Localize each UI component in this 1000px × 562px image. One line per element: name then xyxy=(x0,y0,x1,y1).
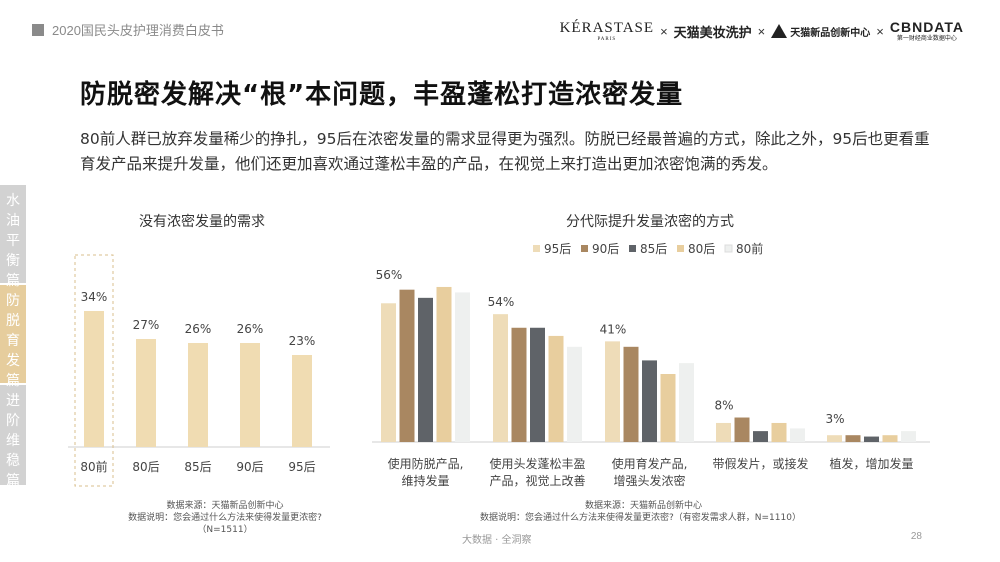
chart1-bar xyxy=(292,355,312,447)
chart2-source: 数据来源：天猫新品创新中心 xyxy=(585,501,703,511)
chart2-category-label: 使用防脱产品, xyxy=(388,456,464,471)
sidebar-item-advanced-care[interactable]: 进 阶 维 稳 篇 xyxy=(0,385,26,489)
chart1-notes: 数据来源：天猫新品创新中心 数据说明：您会通过什么方法来使得发量更浓密? （N=… xyxy=(120,500,330,536)
page-heading: 防脱密发解决“根”本问题，丰盈蓬松打造浓密发量 xyxy=(80,80,684,110)
chart1-value-label: 26% xyxy=(185,322,212,336)
chart2-group-label: 41% xyxy=(600,322,627,336)
chart2-category-label: 植发，增加发量 xyxy=(829,456,913,471)
chart1-bar xyxy=(188,343,208,447)
tmall-innovation-logo: 天猫新品创新中心 xyxy=(771,24,870,39)
chart1-bar xyxy=(240,343,260,447)
report-title: 2020国民头皮护理消费白皮书 xyxy=(52,23,224,38)
chart2-category-label: 增强头发浓密 xyxy=(613,473,685,488)
chart2-note: 数据说明：您会通过什么方法来使得发量更浓密?（有密发需求人群，N=1110） xyxy=(480,513,801,523)
chart1-category-label: 80前 xyxy=(80,459,107,474)
chart2-bar xyxy=(548,335,564,442)
chart2-notes: 数据来源：天猫新品创新中心 数据说明：您会通过什么方法来使得发量更浓密?（有密发… xyxy=(480,500,840,524)
chart2-bar xyxy=(381,303,396,442)
sidebar-item-oil-balance[interactable]: 水 油 平 衡 篇 xyxy=(0,185,26,289)
chart1-note: 数据说明：您会通过什么方法来使得发量更浓密? xyxy=(128,513,322,523)
chart2-legend-swatch xyxy=(724,244,733,253)
chart1-category-label: 85后 xyxy=(184,460,211,474)
chart2-bar xyxy=(716,422,731,442)
chart2-group-label: 3% xyxy=(825,412,844,426)
chart2-legend-label: 90后 xyxy=(592,242,619,256)
logo-separator: × xyxy=(660,23,668,39)
chart2-category-label: 维持发量 xyxy=(401,473,449,488)
report-header: 2020国民头皮护理消费白皮书 xyxy=(32,20,224,39)
partner-logos: KÉRASTASE PARIS × 天猫美妆洗护 × 天猫新品创新中心 × CB… xyxy=(560,20,964,42)
chart2-category-label: 带假发片，或接发 xyxy=(712,456,808,471)
chart2-bar xyxy=(771,422,787,442)
chart2-bar xyxy=(660,374,676,442)
chart2-bar xyxy=(623,346,639,442)
chart2-bar xyxy=(845,435,861,442)
logo-separator: × xyxy=(757,23,766,39)
chart2-legend-label: 80后 xyxy=(688,242,715,256)
chart1-sample: （N=1511） xyxy=(197,525,253,535)
chart2-bar xyxy=(493,314,508,442)
chart2-bar xyxy=(605,341,620,442)
chart2-group-label: 54% xyxy=(488,295,515,309)
chart1-value-label: 26% xyxy=(237,322,264,336)
chart2-legend-swatch xyxy=(629,245,636,252)
chart1-bar xyxy=(136,339,156,447)
header-square-icon xyxy=(32,23,44,36)
chart2-legend-label: 80前 xyxy=(736,241,763,256)
triangle-icon xyxy=(771,24,788,38)
chart2-bar xyxy=(511,327,527,442)
chart2-bar xyxy=(790,428,805,442)
chart2-bar xyxy=(567,346,582,442)
chart2-legend-label: 95后 xyxy=(544,242,571,256)
chart2-category-label: 使用头发蓬松丰盈 xyxy=(489,456,585,471)
chart2-bar xyxy=(882,435,898,442)
page-description: 80前人群已放弃发量稀少的挣扎，95后在浓密发量的需求显得更为强烈。防脱已经最普… xyxy=(80,130,930,173)
chart1-source: 数据来源：天猫新品创新中心 xyxy=(166,501,284,511)
chart1-highlight-box xyxy=(74,254,114,487)
tmall-beauty-logo: 天猫美妆洗护 xyxy=(673,24,752,40)
chart1-category-label: 90后 xyxy=(236,460,263,474)
chart2-legend: 95后 90后 85后 80后 80前 xyxy=(533,241,763,256)
chart2-bar xyxy=(436,286,452,442)
chart2-bar xyxy=(753,431,768,442)
chart1-category-label: 80后 xyxy=(132,460,159,474)
chart2-bar xyxy=(418,297,433,442)
chart2-bar xyxy=(455,292,470,442)
chart2-category-label: 产品，视觉上改善 xyxy=(489,473,585,488)
chart1-value-label: 27% xyxy=(133,318,160,332)
chart2-bar xyxy=(679,363,694,442)
chart2-bar xyxy=(530,327,545,442)
chart2-legend-swatch xyxy=(677,245,684,252)
cbndata-logo: CBNDATA 第一财经商业数据中心 xyxy=(889,19,964,42)
chart1-no-need: 34% 80前 27% 80后 26% 85后 26% 90后 23% 95后 xyxy=(68,254,330,487)
footer-brand: 大数据 · 全洞察 xyxy=(462,535,532,546)
page-number: 28 xyxy=(910,531,922,542)
chart1-value-label: 34% xyxy=(81,290,108,304)
section-sidebar: 水 油 平 衡 篇 防 脱 育 发 篇 进 阶 维 稳 篇 xyxy=(0,185,26,489)
kerastase-logo: KÉRASTASE PARIS xyxy=(559,19,655,42)
logo-separator: × xyxy=(876,23,884,39)
chart2-legend-label: 85后 xyxy=(640,242,667,256)
sidebar-item-anti-hairloss[interactable]: 防 脱 育 发 篇 xyxy=(0,285,26,389)
chart2-group-label: 56% xyxy=(376,268,403,282)
chart1-category-label: 95后 xyxy=(288,460,315,474)
chart2-bar xyxy=(734,417,750,442)
chart2-bar xyxy=(399,289,415,442)
chart1-value-label: 23% xyxy=(289,334,316,348)
chart1-title: 没有浓密发量的需求 xyxy=(139,213,265,230)
chart2-group-label: 8% xyxy=(714,399,733,413)
chart2-category-label: 使用育发产品, xyxy=(612,456,688,471)
chart2-bar xyxy=(901,431,916,442)
chart2-legend-swatch xyxy=(533,245,540,252)
chart2-title: 分代际提升发量浓密的方式 xyxy=(566,213,734,230)
chart2-bar xyxy=(642,360,657,442)
chart2-bar xyxy=(827,435,842,442)
chart1-bar xyxy=(84,311,104,447)
chart2-bar xyxy=(864,436,879,442)
chart2-legend-swatch xyxy=(581,245,588,252)
